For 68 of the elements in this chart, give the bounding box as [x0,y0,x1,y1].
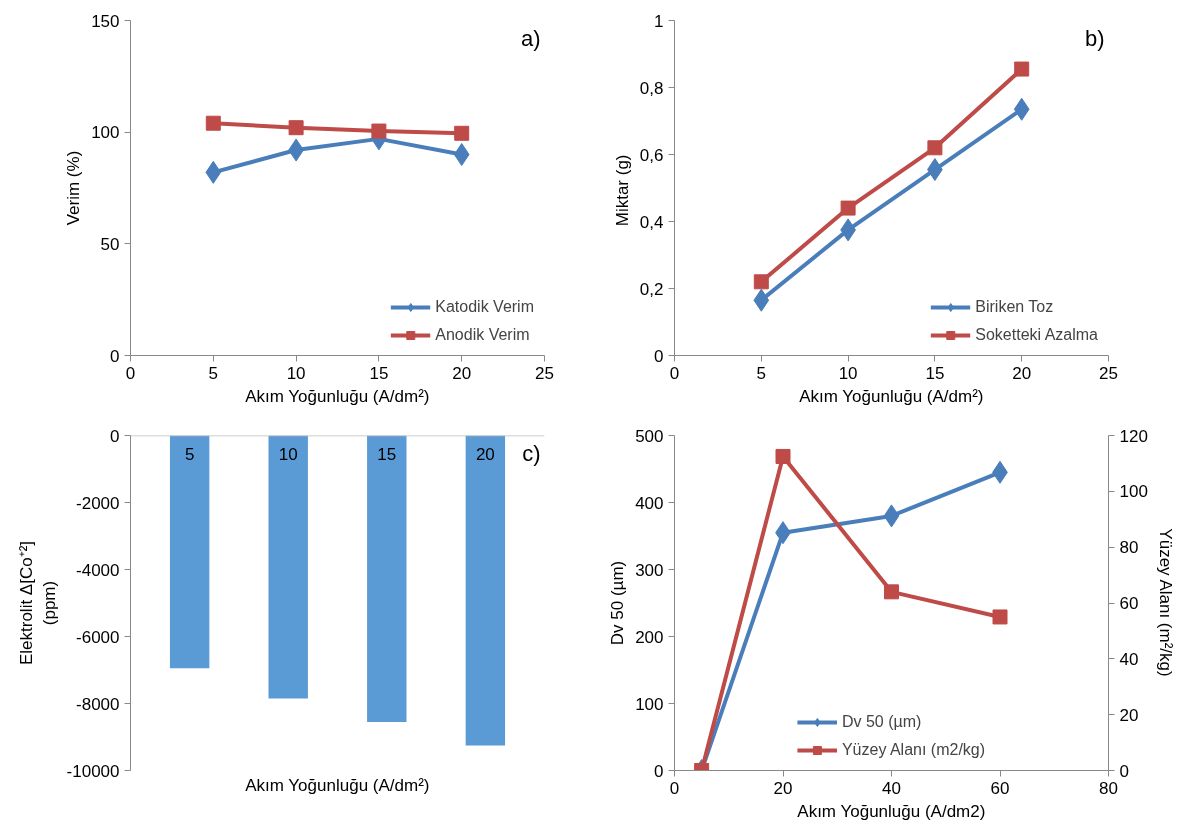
x-tick-label: 15 [369,363,389,383]
x-tick-label: 25 [535,363,554,383]
x-tick-label: 80 [1099,778,1118,798]
x-tick-label: 40 [882,778,901,798]
x-tick-label: 20 [1012,363,1032,383]
x-tick-label: 10 [838,363,858,383]
y-axis-title: Miktar (g) [612,154,632,227]
y2-axis-title: Yüzey Alanı (m²/kg) [1155,528,1175,677]
legend-label: Dv 50 (µm) [841,713,922,731]
legend-label: Katodik Verim [435,298,534,316]
x-axis-title: Akım Yoğunluğu (A/dm²) [799,386,984,406]
x-axis-title: Akım Yoğunluğu (A/dm²) [245,775,430,795]
y-tick-label: 0,2 [639,279,664,299]
y-tick-label: 100 [91,123,120,143]
y2-tick-label: 100 [1119,482,1148,502]
y-tick-label: 0 [654,346,664,366]
x-tick-label: 15 [925,363,945,383]
x-axis-title: Akım Yoğunluğu (A/dm2) [797,801,986,821]
x-tick-label: 15 [377,444,397,464]
x-tick-label: 20 [773,778,793,798]
x-tick-label: 5 [208,363,219,383]
y-tick-label: 150 [91,11,120,31]
y2-tick-label: 120 [1119,426,1148,446]
x-tick-label: 0 [669,778,680,798]
y2-tick-label: 60 [1119,594,1139,613]
x-tick-label: 20 [452,363,472,383]
x-tick-label: 0 [125,363,136,383]
y-tick-label: 0,4 [639,212,664,232]
x-tick-label: 0 [669,363,680,383]
x-tick-label: 25 [1099,363,1118,383]
y-tick-label: -2000 [76,493,120,513]
y-tick-label: 0 [110,426,120,446]
y-tick-label: 400 [635,493,664,513]
y-tick-label: 100 [635,694,664,714]
x-tick-label: 5 [756,363,767,383]
y-tick-label: -6000 [76,627,120,647]
y-tick-label: -4000 [76,560,120,580]
legend-label: Soketteki Azalma [975,326,1098,344]
y-tick-label: 500 [635,426,664,446]
annotation: a) [520,25,541,51]
x-tick-label: 10 [286,363,306,383]
y-tick-label: -8000 [76,694,120,714]
y-tick-label: 50 [100,234,120,254]
legend-label: Anodik Verim [435,326,530,344]
y-axis-title: Verim (%) [64,150,84,226]
y2-tick-label: 40 [1119,649,1139,669]
y-tick-label: 0 [654,761,664,781]
y2-tick-label: 0 [1119,761,1129,781]
y-tick-label: 0,8 [639,78,664,98]
y-tick-label: 0,6 [639,145,664,165]
y-axis-title: Dv 50 (µm) [608,560,628,646]
annotation: b) [1084,25,1105,51]
y-tick-label: 1 [654,11,664,31]
annotation: c) [522,440,541,466]
x-tick-label: 10 [278,444,298,464]
x-tick-label: 20 [475,444,495,464]
y-tick-label: 300 [635,560,664,580]
y-tick-label: -10000 [66,761,120,781]
x-axis-title: Akım Yoğunluğu (A/dm²) [245,386,430,406]
legend-label: Yüzey Alanı (m2/kg) [841,741,986,759]
y-tick-label: 200 [635,627,664,647]
legend-label: Biriken Toz [975,298,1054,316]
y-tick-label: 0 [110,346,120,366]
x-tick-label: 5 [184,444,195,464]
y2-tick-label: 80 [1119,538,1139,558]
y-axis-title: Elektrolit Δ[Co⁺²] (ppm) [16,540,59,666]
x-tick-label: 60 [990,778,1010,798]
y2-tick-label: 20 [1119,705,1139,725]
